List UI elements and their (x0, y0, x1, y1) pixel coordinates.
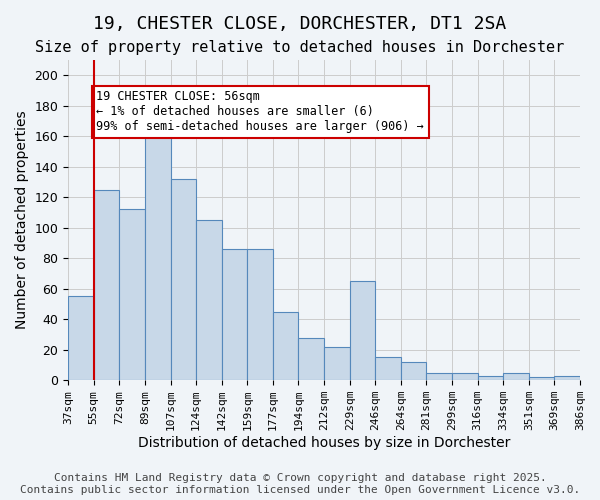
Text: Contains HM Land Registry data © Crown copyright and database right 2025.
Contai: Contains HM Land Registry data © Crown c… (20, 474, 580, 495)
X-axis label: Distribution of detached houses by size in Dorchester: Distribution of detached houses by size … (138, 436, 510, 450)
Text: 19 CHESTER CLOSE: 56sqm
← 1% of detached houses are smaller (6)
99% of semi-deta: 19 CHESTER CLOSE: 56sqm ← 1% of detached… (97, 90, 424, 134)
Bar (145, 128, 170, 380)
Bar (401, 362, 427, 380)
Bar (375, 358, 401, 380)
Bar (529, 377, 554, 380)
Bar (478, 376, 503, 380)
Bar (94, 190, 119, 380)
Y-axis label: Number of detached properties: Number of detached properties (15, 111, 29, 330)
Bar (350, 281, 375, 380)
Bar (247, 249, 273, 380)
Bar (170, 179, 196, 380)
Bar (68, 296, 94, 380)
Bar (273, 312, 298, 380)
Bar (119, 210, 145, 380)
Bar (452, 372, 478, 380)
Bar (298, 338, 324, 380)
Bar (554, 376, 580, 380)
Bar (503, 372, 529, 380)
Text: 19, CHESTER CLOSE, DORCHESTER, DT1 2SA: 19, CHESTER CLOSE, DORCHESTER, DT1 2SA (94, 15, 506, 33)
Text: Size of property relative to detached houses in Dorchester: Size of property relative to detached ho… (35, 40, 565, 55)
Bar (427, 372, 452, 380)
Bar (196, 220, 222, 380)
Bar (222, 249, 247, 380)
Bar (324, 346, 350, 380)
